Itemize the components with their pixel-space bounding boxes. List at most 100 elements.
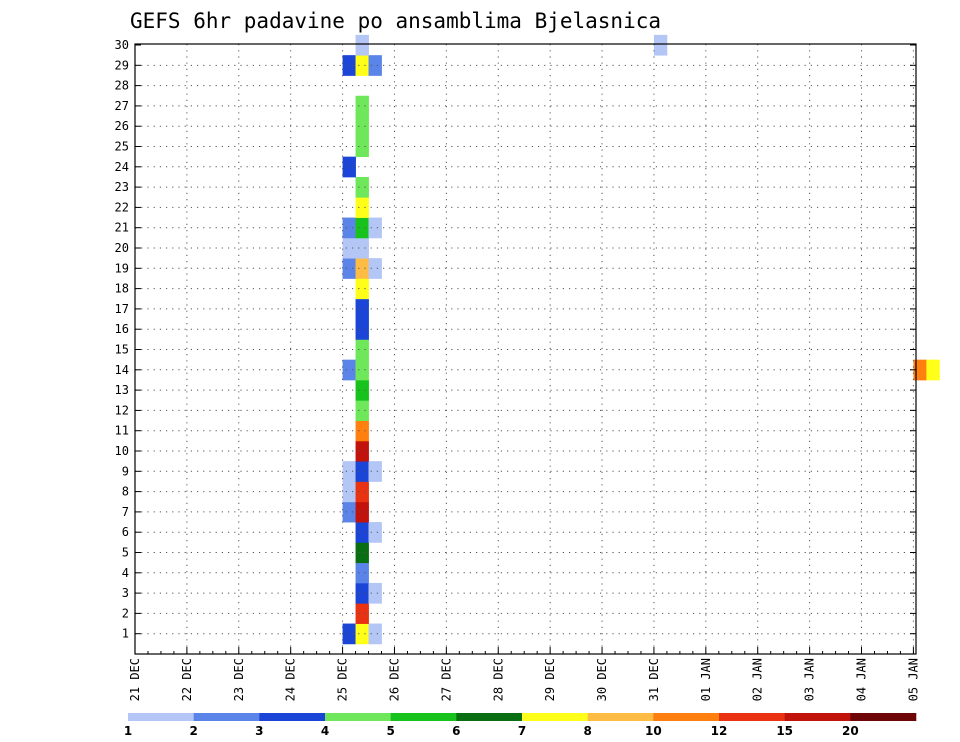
y-tick-label: 18	[115, 282, 129, 296]
heatmap-cell	[342, 237, 356, 259]
heatmap-cell	[342, 481, 356, 503]
heatmap-cell	[368, 258, 382, 279]
x-tick-label: 30 DEC	[595, 658, 609, 701]
colorbar-swatch	[522, 713, 588, 721]
colorbar-label: 10	[645, 724, 662, 738]
y-tick-label: 25	[115, 140, 129, 154]
colorbar-swatch	[587, 713, 654, 721]
colorbar-label: 4	[321, 724, 329, 738]
heatmap-cell	[355, 582, 369, 604]
colorbar-label: 15	[776, 724, 793, 738]
y-tick-label: 26	[115, 119, 129, 133]
heatmap-cell	[355, 623, 369, 645]
heatmap-cell	[355, 400, 369, 421]
heatmap-cell	[342, 258, 356, 279]
y-tick-label: 15	[115, 343, 129, 357]
colorbar-label: 7	[518, 724, 526, 738]
colorbar-label: 12	[711, 724, 728, 738]
y-tick-label: 19	[115, 261, 129, 275]
x-tick-label: 25 DEC	[336, 658, 350, 701]
heatmap-cell	[342, 501, 356, 523]
heatmap-cell	[926, 359, 940, 381]
colorbar-label: 1	[124, 724, 132, 738]
x-tick-label: 22 DEC	[180, 658, 194, 701]
x-tick-label: 03 JAN	[803, 658, 817, 701]
heatmap-cell	[355, 379, 369, 401]
colorbar-swatch	[128, 713, 194, 721]
heatmap-cell	[342, 156, 356, 178]
y-tick-label: 13	[115, 383, 129, 397]
x-tick-label: 01 JAN	[699, 658, 713, 701]
y-tick-label: 10	[115, 444, 129, 458]
grid-lines	[135, 44, 916, 654]
x-tick-label: 27 DEC	[439, 658, 453, 701]
colorbar-label: 3	[255, 724, 263, 738]
colorbar: 1 2 3 4 5 6 7 8 10 12 15 20	[124, 713, 917, 738]
x-tick-label: 26 DEC	[388, 658, 402, 701]
y-tick-label: 4	[122, 566, 129, 580]
y-tick-label: 12	[115, 403, 129, 417]
heatmap-cell	[355, 339, 369, 361]
heatmap-cell	[355, 501, 369, 523]
heatmap-cell	[342, 359, 356, 381]
heatmap-cell	[355, 237, 369, 259]
heatmap-cell	[653, 34, 668, 56]
heatmap-cell	[355, 440, 369, 462]
colorbar-swatch	[850, 713, 917, 721]
y-tick-label: 27	[115, 99, 129, 113]
y-tick-label: 5	[122, 546, 129, 560]
y-tick-label: 21	[115, 221, 129, 235]
heatmap-cell	[355, 95, 369, 117]
y-tick-label: 2	[122, 606, 129, 620]
heatmap-cell	[355, 136, 369, 158]
heatmap-cell	[355, 420, 369, 442]
heatmap-cell	[355, 359, 369, 381]
heatmap-cell	[355, 542, 369, 564]
plot-frame	[134, 43, 917, 655]
y-tick-label: 7	[122, 505, 129, 519]
colorbar-label: 6	[452, 724, 460, 738]
heatmap-cell	[355, 116, 369, 137]
colorbar-swatch	[784, 713, 851, 721]
heatmap-cell	[355, 298, 369, 320]
heatmap-cell	[342, 55, 356, 76]
y-tick-label: 9	[122, 464, 129, 478]
colorbar-swatch	[390, 713, 457, 721]
colorbar-swatch	[259, 713, 326, 721]
x-tick-label: 29 DEC	[543, 658, 557, 701]
heatmap-cell	[355, 481, 369, 503]
x-tick-label: 31 DEC	[647, 658, 661, 701]
colorbar-swatch	[325, 713, 391, 721]
x-axis-ticks: 21 DEC 22 DEC 23 DEC 24 DEC 25 DEC 26 DEC 27 D…	[128, 647, 920, 701]
y-tick-label: 28	[115, 79, 129, 93]
chart-title: GEFS 6hr padavine po ansamblima Bjelasni…	[130, 9, 661, 33]
heatmap-cell	[368, 582, 382, 604]
heatmap-cell	[355, 55, 369, 76]
heatmap-cells	[342, 34, 940, 645]
y-axis-ticks: 1234567891011121314151617181920212223242…	[115, 38, 916, 641]
heatmap-cell	[342, 623, 356, 645]
y-tick-label: 16	[115, 322, 129, 336]
heatmap-cell	[355, 603, 369, 624]
y-tick-label: 3	[122, 586, 129, 600]
x-tick-label: 05 JAN	[906, 658, 920, 701]
heatmap-cell	[355, 278, 369, 300]
x-tick-label: 23 DEC	[232, 658, 246, 701]
heatmap-cell	[368, 461, 382, 482]
y-tick-label: 1	[122, 627, 129, 641]
colorbar-label: 5	[386, 724, 394, 738]
heatmap-cell	[913, 359, 927, 381]
heatmap-cell	[342, 461, 356, 482]
y-tick-label: 22	[115, 200, 129, 214]
y-tick-label: 8	[122, 485, 129, 499]
colorbar-swatch	[193, 713, 260, 721]
heatmap-cell	[368, 55, 382, 76]
colorbar-swatch	[456, 713, 523, 721]
heatmap-cell	[368, 623, 382, 645]
colorbar-label: 2	[189, 724, 197, 738]
x-tick-label: 04 JAN	[855, 658, 869, 701]
colorbar-label: 20	[842, 724, 859, 738]
heatmap-cell	[368, 217, 382, 239]
heatmap-cell	[355, 34, 369, 56]
